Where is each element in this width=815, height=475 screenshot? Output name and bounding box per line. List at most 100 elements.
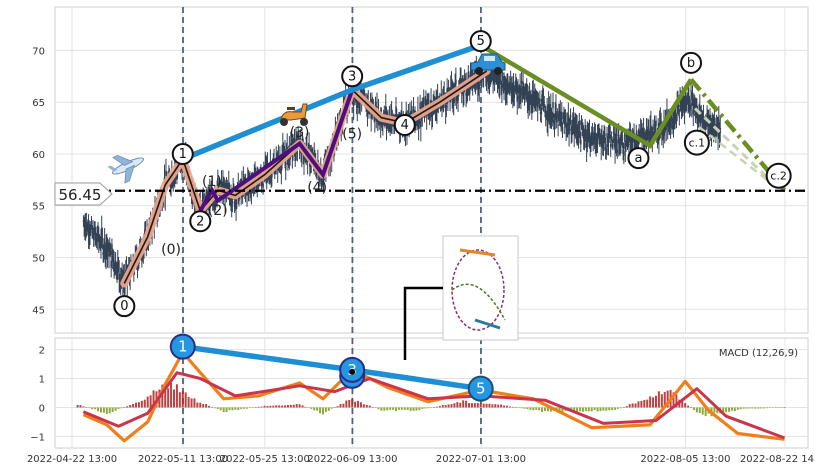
candle-body <box>610 136 613 138</box>
wave-label-circle <box>113 295 136 318</box>
macd-histogram-bar <box>725 407 728 413</box>
candle-body <box>355 100 358 103</box>
candle-body <box>658 137 660 140</box>
candle-body <box>170 183 172 188</box>
macd-histogram-bar <box>374 407 377 408</box>
macd-histogram-bar <box>742 407 745 409</box>
candle-body <box>572 118 575 123</box>
candle-body <box>503 86 505 88</box>
macd-histogram-bar <box>488 403 491 408</box>
candle-body <box>691 92 694 99</box>
candle-body <box>551 116 554 122</box>
price-y-tick-label: 60 <box>32 150 45 161</box>
candle-body <box>645 131 648 136</box>
candle-body <box>422 97 425 105</box>
macd-histogram-bar <box>652 397 655 408</box>
macd-histogram-bar <box>628 404 631 408</box>
candle-body <box>678 116 681 118</box>
wave-label: 2 <box>196 214 204 229</box>
candle-body <box>523 89 525 93</box>
candle-body <box>262 183 264 188</box>
macd-histogram-bar <box>85 407 88 408</box>
subwave-label: (1) <box>202 174 222 190</box>
candle-body <box>533 94 536 98</box>
macd-histogram-bar <box>135 402 138 408</box>
macd-histogram-bar <box>456 402 459 408</box>
macd-histogram-bar <box>494 404 497 408</box>
candle-body <box>543 101 546 103</box>
candle-body <box>117 263 120 266</box>
macd-histogram-bar <box>359 402 362 408</box>
macd-histogram-bar <box>196 402 199 408</box>
macd-histogram-bar <box>354 401 357 408</box>
candle-body <box>552 119 555 124</box>
macd-y-tick-label: 0 <box>39 403 45 414</box>
candle-body <box>713 118 716 126</box>
candle-body <box>598 133 600 135</box>
candle-body <box>114 260 117 267</box>
macd-histogram-bar <box>424 407 427 409</box>
candle-body <box>381 122 383 125</box>
macd-histogram-bar <box>301 405 304 408</box>
macd-histogram-bar <box>289 404 292 408</box>
macd-histogram-bar <box>760 407 763 409</box>
candle-body <box>255 184 258 189</box>
car-wheel <box>475 67 483 75</box>
candle-body <box>555 104 557 110</box>
candle-body <box>597 130 600 132</box>
macd-histogram-bar <box>395 407 398 411</box>
candle-body <box>612 131 615 135</box>
candle-body <box>455 94 458 101</box>
macd-histogram-bar <box>327 407 330 411</box>
macd-histogram-bar <box>427 407 430 409</box>
macd-histogram-bar <box>386 407 389 411</box>
macd-histogram-bar <box>316 407 319 411</box>
candle-body <box>284 162 287 171</box>
inset-connector <box>403 286 443 360</box>
macd-histogram-bar <box>605 407 608 411</box>
macd-histogram-bar <box>240 407 243 409</box>
candle-body <box>452 96 455 103</box>
candle-body <box>631 137 634 141</box>
macd-histogram-bar <box>444 405 447 408</box>
candle-body <box>563 113 565 119</box>
candle-body <box>688 95 690 101</box>
macd-histogram-bar <box>538 407 541 411</box>
macd-wave-marker-label: 1 <box>178 338 188 356</box>
candle-body <box>370 111 372 119</box>
candle-body <box>109 247 112 253</box>
candle-body <box>517 96 520 99</box>
candle-body <box>358 102 361 108</box>
candle-body <box>504 79 506 87</box>
candle-body <box>85 222 88 229</box>
candle-body <box>556 113 559 115</box>
macd-histogram-bar <box>593 407 596 411</box>
candle-body <box>520 80 523 84</box>
macd-histogram-bar <box>292 404 295 408</box>
candle-body <box>505 88 508 93</box>
macd-histogram-bar <box>581 407 584 412</box>
macd-histogram-bar <box>470 403 473 408</box>
macd-histogram-bar <box>783 407 786 408</box>
macd-histogram-bar <box>576 407 579 412</box>
candle-body <box>521 94 524 96</box>
candle-body <box>106 243 108 250</box>
candle-body <box>306 160 309 162</box>
candle-body <box>356 101 359 108</box>
candle-body <box>233 201 236 207</box>
x-tick-label: 2022-05-11 13:00 <box>138 454 228 465</box>
candle-body <box>668 123 670 128</box>
candle-body <box>378 118 381 126</box>
candle-body <box>252 187 255 189</box>
macd-histogram-bar <box>117 407 120 410</box>
macd-histogram-bar <box>114 407 117 411</box>
candle-body <box>581 125 584 130</box>
macd-histogram-bar <box>611 407 614 411</box>
candle-body <box>282 146 284 152</box>
candle-body <box>294 154 297 162</box>
candle-body <box>280 167 283 172</box>
candle-body <box>631 145 633 147</box>
macd-signal-line <box>82 371 786 440</box>
macd-histogram-bar <box>765 407 768 409</box>
macd-histogram-bar <box>181 391 184 408</box>
